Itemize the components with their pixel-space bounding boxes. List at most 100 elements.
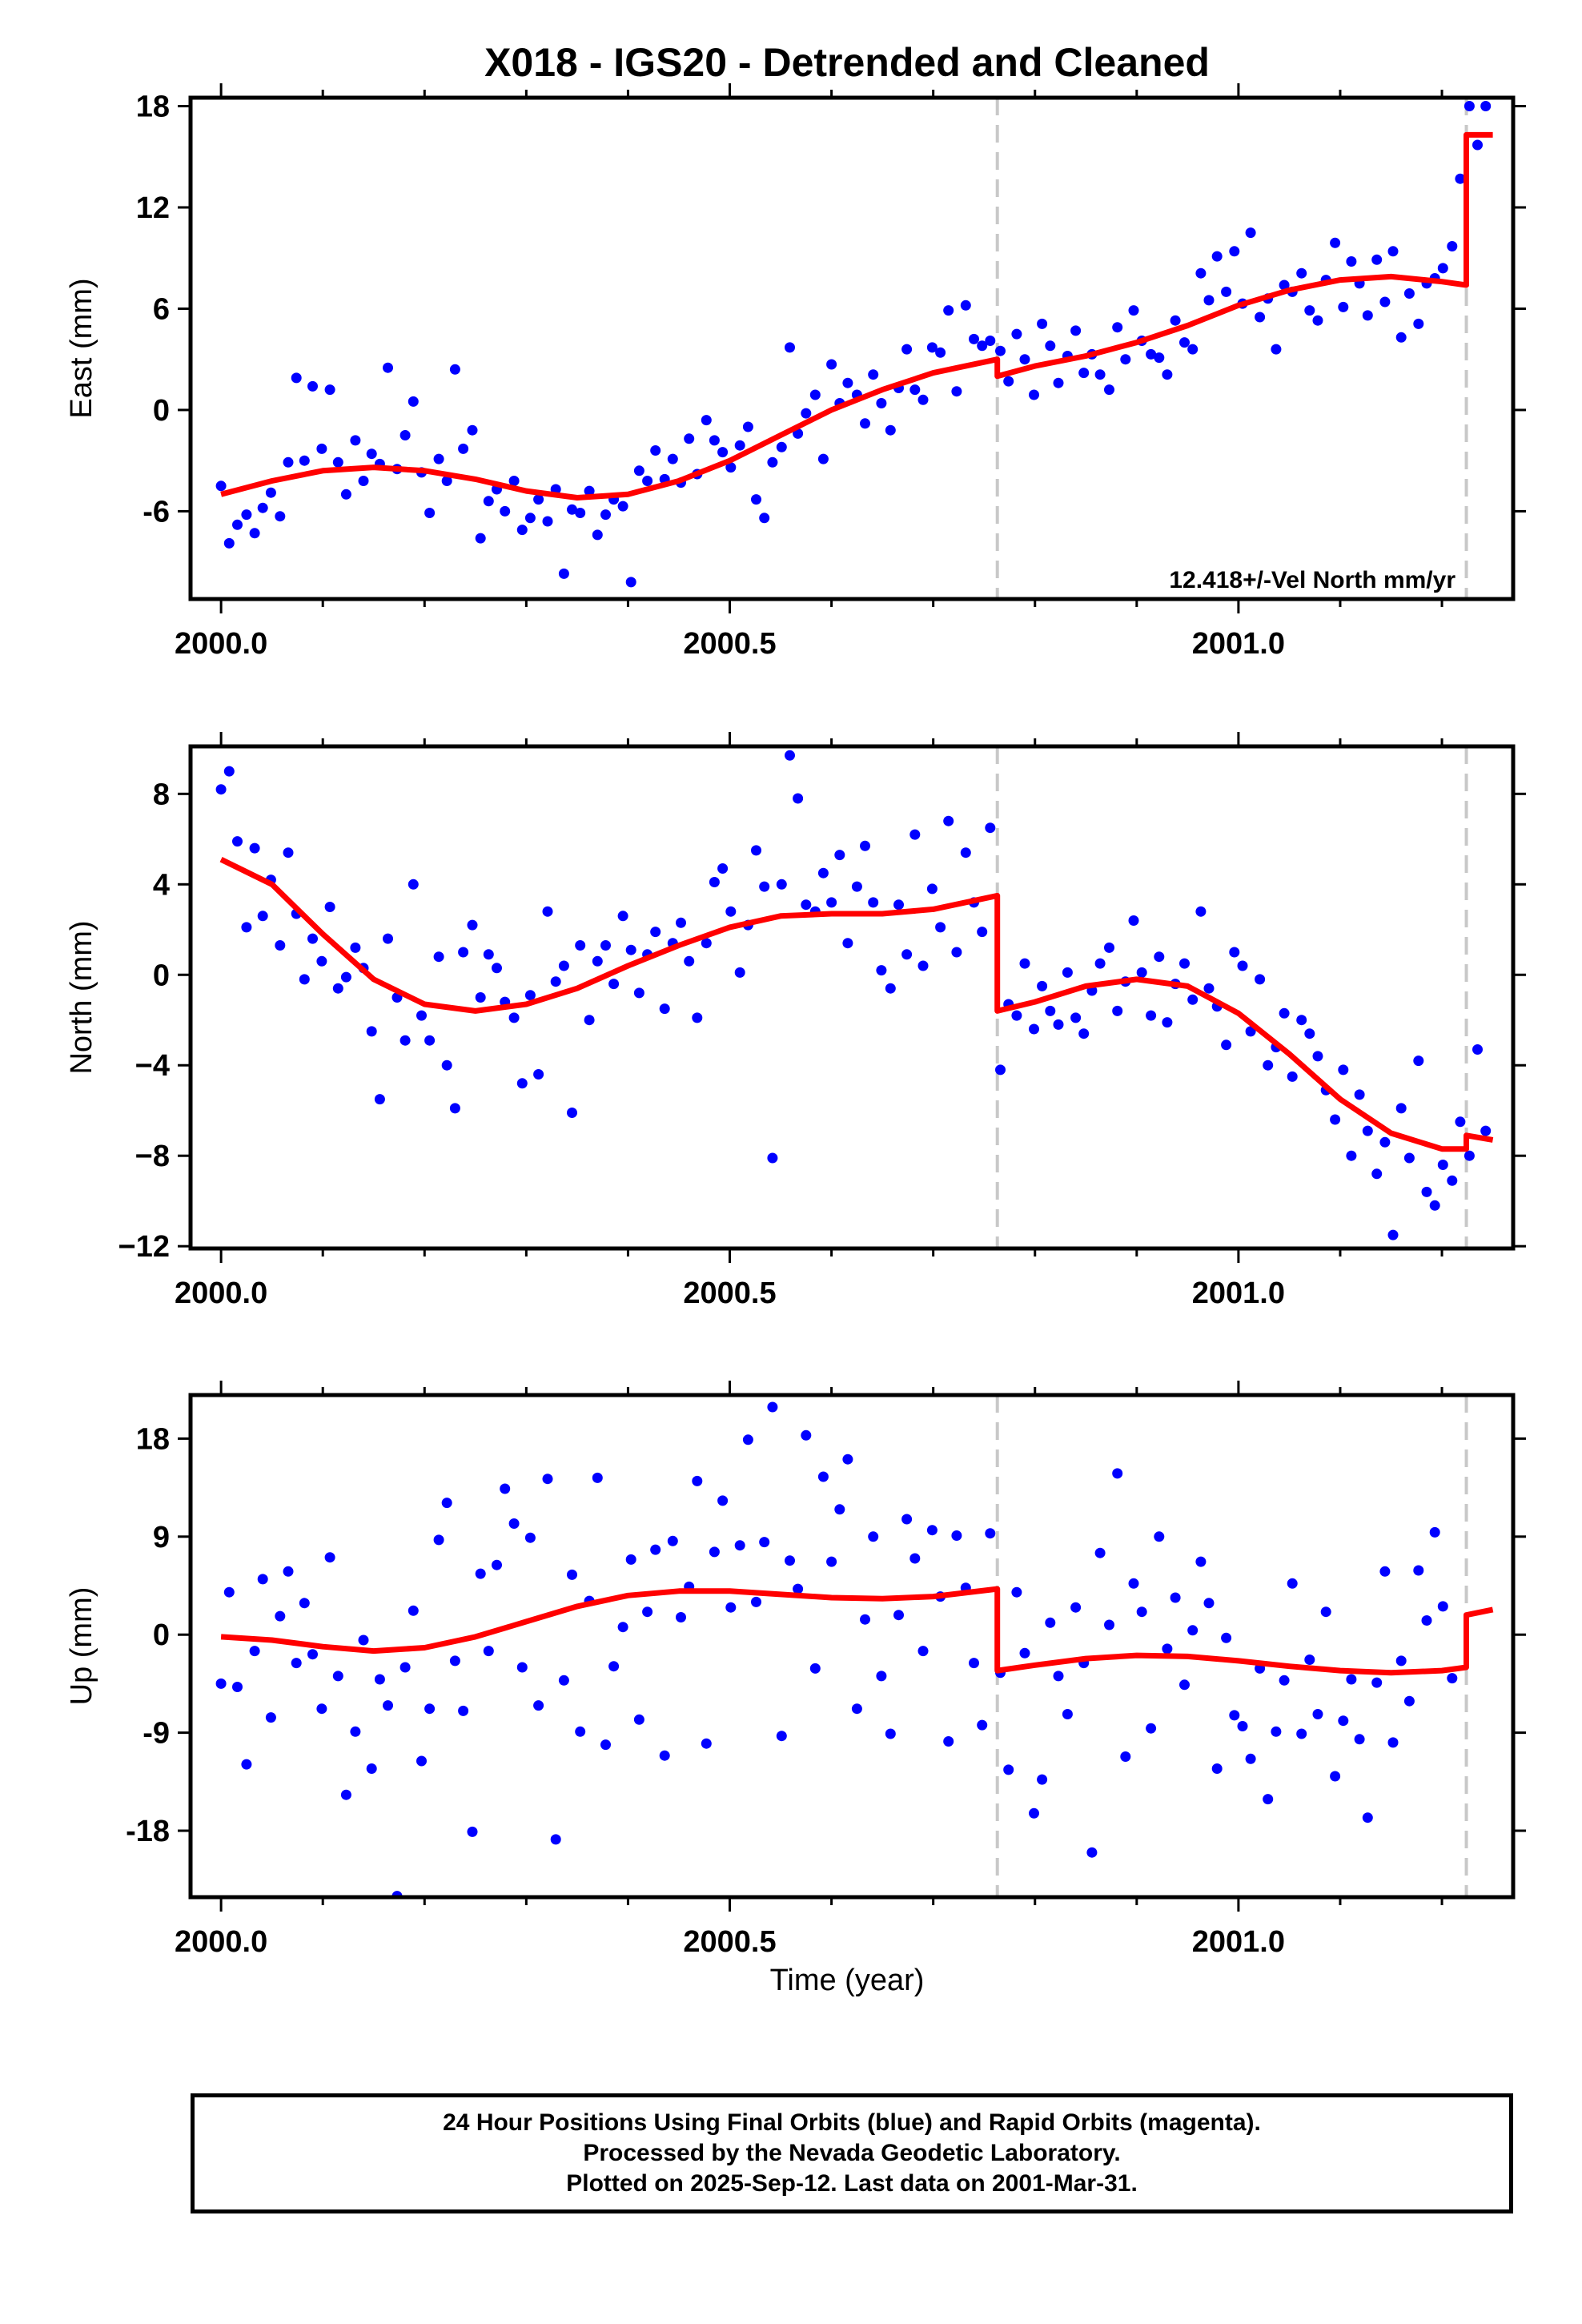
east-data-point xyxy=(383,362,393,373)
east-data-point xyxy=(558,568,569,579)
up-panel: -18 -9 0 9 18 2000.0 2000.5 2001.0 Up (mm) xyxy=(65,1381,1526,1959)
east-y-tick-label: 12 xyxy=(136,191,170,225)
east-data-point xyxy=(1170,315,1181,326)
east-data-point xyxy=(909,384,921,396)
east-data-point xyxy=(817,453,829,464)
east-data-point xyxy=(1245,227,1256,239)
north-data-point xyxy=(241,922,252,933)
north-plot-frame xyxy=(188,744,1516,1251)
up-data-point xyxy=(785,1555,795,1566)
north-data-point xyxy=(1330,1114,1341,1125)
east-data-point xyxy=(366,448,377,460)
east-data-point xyxy=(1211,251,1223,262)
up-data-point xyxy=(232,1682,243,1692)
east-data-point xyxy=(625,577,636,588)
up-data-point xyxy=(458,1705,469,1716)
up-data-point xyxy=(1128,1578,1139,1589)
east-data-point xyxy=(1312,315,1323,326)
north-data-point xyxy=(935,922,946,933)
north-data-point xyxy=(1413,1055,1424,1067)
east-data-point xyxy=(1094,369,1106,380)
east-data-point xyxy=(751,494,761,505)
north-data-point xyxy=(1136,967,1147,978)
up-data-point xyxy=(567,1569,577,1580)
up-data-point xyxy=(826,1556,837,1567)
north-data-point xyxy=(483,949,494,960)
up-data-point xyxy=(776,1731,787,1742)
north-data-point xyxy=(257,911,268,922)
north-data-point xyxy=(826,897,837,908)
north-data-point xyxy=(1053,1019,1064,1030)
east-data-point xyxy=(617,501,628,512)
up-data-point xyxy=(1086,1847,1098,1858)
east-data-point xyxy=(449,364,460,375)
up-data-point xyxy=(1437,1601,1448,1612)
east-data-point xyxy=(458,443,469,454)
up-data-point xyxy=(1245,1753,1256,1764)
east-data-point xyxy=(734,440,745,451)
east-data-point xyxy=(1112,322,1123,333)
east-data-point xyxy=(1053,377,1064,388)
up-data-point xyxy=(1045,1617,1056,1628)
north-data-point xyxy=(1078,1028,1090,1039)
up-data-point xyxy=(1011,1586,1022,1598)
up-data-point xyxy=(901,1514,913,1525)
up-plot-frame xyxy=(188,1393,1516,1900)
up-data-point xyxy=(1447,1673,1458,1684)
north-data-point xyxy=(467,919,478,931)
east-data-point xyxy=(215,480,227,492)
up-points xyxy=(215,1401,1458,1897)
east-data-point xyxy=(1128,305,1139,316)
up-data-point xyxy=(374,1674,385,1685)
north-data-point xyxy=(926,883,938,895)
north-data-point xyxy=(608,979,620,990)
up-data-point xyxy=(734,1540,745,1551)
north-data-point xyxy=(340,971,351,983)
east-data-point xyxy=(475,533,486,544)
north-data-point xyxy=(600,940,611,951)
up-data-point xyxy=(1120,1751,1131,1762)
up-data-point xyxy=(467,1826,478,1837)
up-x-tick-label: 2000.5 xyxy=(683,1925,776,1959)
up-data-point xyxy=(316,1703,327,1715)
up-data-point xyxy=(249,1646,260,1657)
up-data-point xyxy=(926,1525,938,1536)
up-data-point xyxy=(692,1475,703,1486)
north-data-point xyxy=(416,1010,427,1021)
east-data-point xyxy=(717,447,729,458)
east-data-point xyxy=(350,435,361,446)
north-data-point xyxy=(316,955,327,967)
north-data-point xyxy=(332,983,343,994)
east-data-point xyxy=(1029,389,1039,400)
north-data-point xyxy=(1128,915,1139,926)
up-y-tick-label: 9 xyxy=(153,1521,170,1554)
up-data-point xyxy=(951,1530,962,1541)
up-data-point xyxy=(600,1739,611,1751)
up-data-point xyxy=(1371,1677,1383,1688)
east-velocity-annotation: 12.418+/-Vel North mm/yr xyxy=(1169,567,1456,593)
east-data-point xyxy=(1464,101,1475,111)
north-y-axis-label: North (mm) xyxy=(65,920,98,1074)
east-data-point xyxy=(776,441,787,452)
up-data-point xyxy=(701,1738,712,1749)
east-data-point xyxy=(801,408,812,419)
up-data-point xyxy=(1413,1565,1424,1576)
north-y-tick-label: −8 xyxy=(135,1140,170,1173)
north-data-point xyxy=(625,944,636,955)
east-data-point xyxy=(1447,241,1458,251)
east-data-point xyxy=(1387,246,1399,257)
east-x-tick-label: 2000.0 xyxy=(175,627,267,661)
north-data-point xyxy=(408,879,419,890)
up-data-point xyxy=(1379,1566,1391,1577)
footer-line-3: Plotted on 2025-Sep-12. Last data on 200… xyxy=(566,2170,1138,2197)
east-data-point xyxy=(332,456,343,468)
up-data-point xyxy=(1037,1774,1048,1785)
north-data-point xyxy=(475,992,486,1003)
north-data-point xyxy=(1011,1010,1022,1021)
north-data-point xyxy=(917,960,929,971)
east-data-point xyxy=(516,525,528,536)
east-data-point xyxy=(759,513,770,524)
east-data-point xyxy=(575,508,586,518)
east-data-point xyxy=(1472,139,1483,151)
up-data-point xyxy=(500,1483,511,1494)
